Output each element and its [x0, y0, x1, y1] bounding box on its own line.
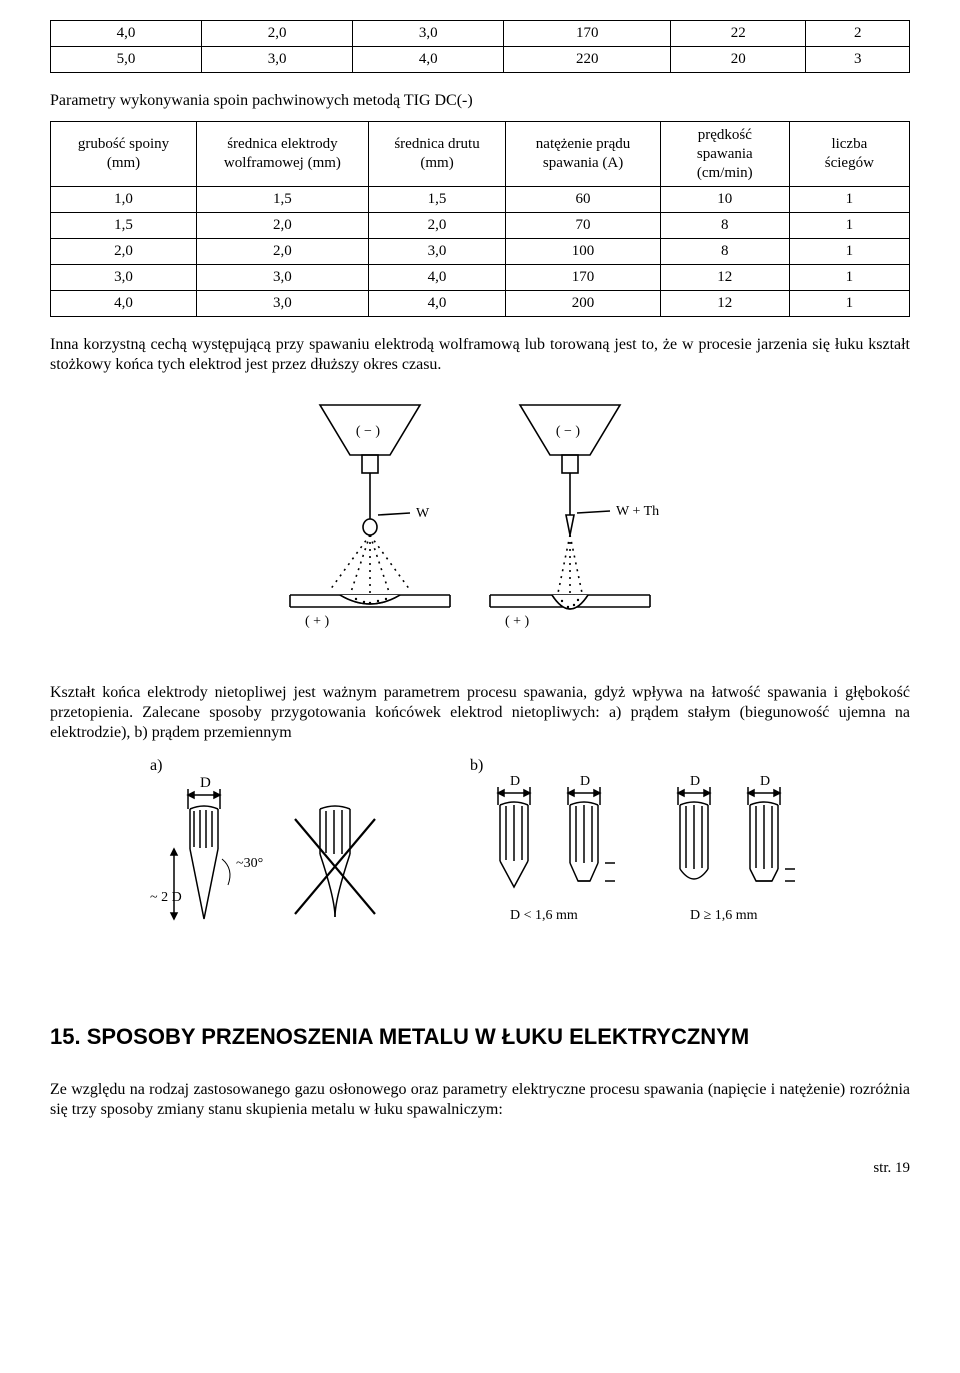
- section-heading: 15. SPOSOBY PRZENOSZENIA METALU W ŁUKU E…: [50, 1024, 910, 1050]
- cell: 2: [806, 21, 910, 47]
- cell: 8: [660, 213, 789, 239]
- cell: 3,0: [353, 21, 504, 47]
- svg-text:D: D: [580, 774, 590, 789]
- svg-text:D: D: [200, 775, 211, 791]
- cell: 3,0: [51, 265, 197, 291]
- cell: 8: [660, 239, 789, 265]
- svg-text:W + Th: W + Th: [616, 504, 659, 519]
- col-header: prędkośćspawania(cm/min): [660, 122, 789, 187]
- cell: 1: [789, 187, 909, 213]
- cell: 5,0: [51, 47, 202, 73]
- col-header: grubość spoiny(mm): [51, 122, 197, 187]
- cell: 100: [506, 239, 661, 265]
- cell: 1: [789, 239, 909, 265]
- col-header: natężenie prąduspawania (A): [506, 122, 661, 187]
- cell: 1: [789, 265, 909, 291]
- cell: 1,5: [197, 187, 369, 213]
- cell: 3,0: [197, 265, 369, 291]
- paragraph-3: Ze względu na rodzaj zastosowanego gazu …: [50, 1080, 910, 1120]
- paragraph-2: Kształt końca elektrody nietopliwej jest…: [50, 683, 910, 743]
- lead-text: Parametry wykonywania spoin pachwinowych…: [50, 91, 910, 111]
- diagram-electrode-arc: ( − ) W: [50, 395, 910, 655]
- svg-text:D: D: [510, 774, 520, 789]
- diagram-a-svg: D ~30° ~ 2 D: [150, 769, 430, 949]
- cell: 3: [806, 47, 910, 73]
- cell: 3,0: [197, 291, 369, 317]
- cell: 1: [789, 213, 909, 239]
- cell: 2,0: [51, 239, 197, 265]
- paragraph-1: Inna korzystną cechą występującą przy sp…: [50, 335, 910, 375]
- cell: 4,0: [51, 291, 197, 317]
- table-row: 3,03,04,0170121: [51, 265, 910, 291]
- svg-text:D: D: [690, 774, 700, 789]
- cell: 200: [506, 291, 661, 317]
- cell: 170: [504, 21, 671, 47]
- col-header: średnica drutu(mm): [368, 122, 505, 187]
- cell: 170: [506, 265, 661, 291]
- cell: 12: [660, 291, 789, 317]
- diagram-tip-prep: a) D ~30°: [50, 757, 910, 964]
- table-row: 4,0 2,0 3,0 170 22 2: [51, 21, 910, 47]
- cell: 2,0: [368, 213, 505, 239]
- svg-text:( − ): ( − ): [356, 424, 381, 439]
- table-row: 1,52,02,07081: [51, 213, 910, 239]
- cell: 4,0: [368, 265, 505, 291]
- table-continuation: 4,0 2,0 3,0 170 22 2 5,0 3,0 4,0 220 20 …: [50, 20, 910, 73]
- cell: 4,0: [368, 291, 505, 317]
- svg-text:~ 2 D: ~ 2 D: [150, 890, 182, 905]
- svg-text:D ≥ 1,6 mm: D ≥ 1,6 mm: [690, 908, 758, 923]
- cell: 220: [504, 47, 671, 73]
- cell: 12: [660, 265, 789, 291]
- svg-text:W: W: [416, 506, 430, 521]
- cell: 70: [506, 213, 661, 239]
- col-header: średnica elektrodywolframowej (mm): [197, 122, 369, 187]
- svg-text:D < 1,6 mm: D < 1,6 mm: [510, 908, 578, 923]
- cell: 2,0: [197, 239, 369, 265]
- cell: 20: [671, 47, 806, 73]
- cell: 3,0: [368, 239, 505, 265]
- cell: 2,0: [202, 21, 353, 47]
- cell: 3,0: [202, 47, 353, 73]
- cell: 4,0: [353, 47, 504, 73]
- table-row: 5,0 3,0 4,0 220 20 3: [51, 47, 910, 73]
- table-parameters: grubość spoiny(mm) średnica elektrodywol…: [50, 121, 910, 317]
- cell: 10: [660, 187, 789, 213]
- svg-text:( + ): ( + ): [305, 614, 330, 629]
- diagram-b-svg: D D D < 1,6 mm: [470, 769, 810, 959]
- cell: 1,5: [51, 213, 197, 239]
- cell: 2,0: [197, 213, 369, 239]
- diagram-svg: ( − ) W: [270, 395, 690, 655]
- table-row: 1,01,51,560101: [51, 187, 910, 213]
- svg-text:( + ): ( + ): [505, 614, 530, 629]
- table-row: 2,02,03,010081: [51, 239, 910, 265]
- cell: 1: [789, 291, 909, 317]
- cell: 1,5: [368, 187, 505, 213]
- svg-text:( − ): ( − ): [556, 424, 581, 439]
- cell: 22: [671, 21, 806, 47]
- cell: 60: [506, 187, 661, 213]
- col-header: liczbaściegów: [789, 122, 909, 187]
- svg-text:~30°: ~30°: [236, 856, 263, 871]
- svg-text:D: D: [760, 774, 770, 789]
- cell: 1,0: [51, 187, 197, 213]
- table-row: 4,03,04,0200121: [51, 291, 910, 317]
- cell: 4,0: [51, 21, 202, 47]
- page-number: str. 19: [50, 1160, 910, 1177]
